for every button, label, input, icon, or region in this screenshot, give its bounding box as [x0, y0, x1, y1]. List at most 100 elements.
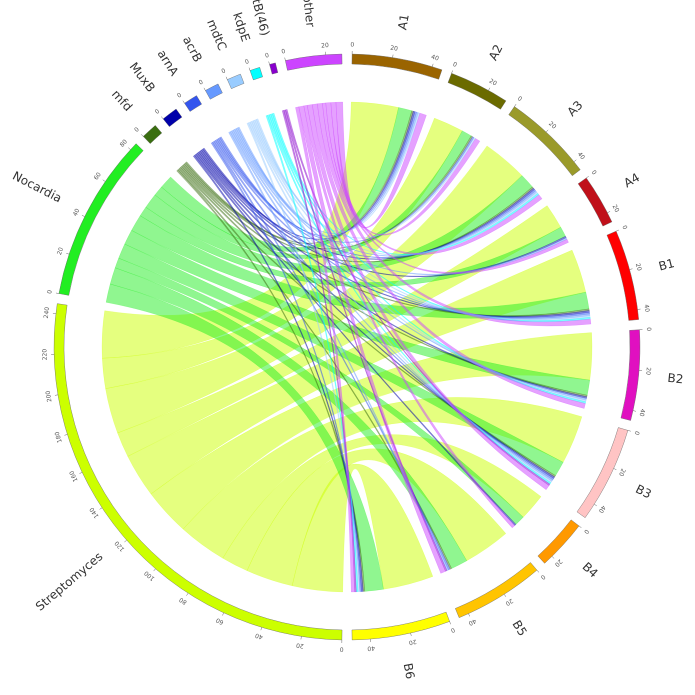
- sector-arc: [508, 106, 581, 177]
- tick-label: 140: [88, 506, 100, 520]
- tick-label: 20: [488, 78, 498, 88]
- tick-mark: [55, 292, 59, 294]
- tick-label: 240: [43, 306, 51, 318]
- tick-label: 0: [645, 327, 652, 331]
- sector-arc: [142, 125, 163, 144]
- sector-label: other: [300, 0, 318, 28]
- tick-mark: [225, 76, 228, 80]
- sector-label: B3: [633, 482, 653, 502]
- tick-label: 0: [590, 169, 598, 176]
- tick-mark: [607, 211, 611, 213]
- tick-label: 20: [504, 597, 514, 607]
- tick-label: 20: [644, 367, 652, 375]
- sector-label: B5: [509, 618, 529, 639]
- sector-arc: [269, 62, 279, 75]
- tick-mark: [613, 468, 617, 470]
- tick-label: 40: [367, 644, 375, 652]
- sector-label: A2: [486, 42, 506, 62]
- tick-label: 0: [450, 626, 456, 634]
- sector-arc: [58, 143, 144, 296]
- tick-mark: [102, 179, 106, 182]
- sector-arc: [606, 230, 639, 321]
- tick-mark: [586, 176, 589, 179]
- tick-label: 0: [582, 528, 590, 535]
- sector-label: A3: [564, 98, 585, 119]
- tick-label: 0: [539, 573, 547, 581]
- tick-mark: [161, 116, 164, 120]
- tick-mark: [514, 103, 517, 107]
- tick-mark: [64, 434, 68, 436]
- tick-label: 20: [553, 558, 563, 568]
- tick-label: 0: [46, 289, 54, 294]
- tick-label: 160: [68, 469, 79, 483]
- tick-mark: [248, 67, 251, 71]
- tick-mark: [182, 100, 185, 104]
- sector-arc: [53, 303, 343, 641]
- tick-mark: [573, 159, 577, 162]
- tick-label: 20: [390, 45, 399, 53]
- tick-label: 20: [611, 204, 621, 214]
- tick-label: 40: [638, 408, 647, 417]
- tick-label: 0: [176, 92, 183, 100]
- tick-label: 60: [215, 616, 225, 626]
- sector-arc: [576, 427, 629, 518]
- sector-arc: [537, 519, 580, 564]
- tick-label: 0: [350, 42, 354, 49]
- tick-label: 0: [244, 58, 250, 66]
- tick-label: 40: [467, 617, 477, 627]
- sector-label: B4: [580, 559, 601, 580]
- sector-arc: [249, 67, 263, 81]
- tick-label: 0: [620, 224, 628, 230]
- sector-arc: [447, 73, 507, 110]
- chord: [295, 106, 355, 593]
- sector-label: B1: [657, 256, 676, 273]
- tick-mark: [284, 57, 286, 61]
- tick-mark: [545, 129, 549, 133]
- tick-label: 0: [198, 79, 205, 87]
- tick-label: 0: [133, 126, 141, 134]
- sector-label: A4: [621, 170, 642, 190]
- tick-label: 40: [254, 631, 264, 640]
- tick-mark: [629, 268, 633, 270]
- tick-mark: [222, 612, 224, 616]
- tick-mark: [260, 627, 262, 631]
- tick-label: 20: [634, 263, 643, 272]
- tick-label: 220: [41, 349, 48, 361]
- tick-mark: [99, 507, 103, 510]
- tick-label: 100: [143, 569, 156, 582]
- tick-mark: [128, 147, 131, 150]
- tick-mark: [268, 61, 270, 65]
- tick-label: 20: [547, 120, 557, 130]
- sector-arc: [184, 95, 202, 112]
- tick-label: 0: [452, 61, 458, 69]
- tick-label: 20: [408, 638, 417, 647]
- sector-label: MuxB: [127, 60, 158, 95]
- ring: 0 2040A1020A202040A3020A402040B102040B202…: [10, 0, 684, 680]
- tick-mark: [488, 87, 491, 91]
- tick-mark: [81, 215, 85, 217]
- tick-mark: [632, 410, 636, 412]
- tick-mark: [594, 504, 597, 507]
- tick-label: 80: [119, 138, 129, 148]
- tick-mark: [468, 613, 470, 617]
- tick-mark: [432, 63, 434, 67]
- chord: [291, 463, 434, 593]
- tick-mark: [153, 568, 156, 572]
- sector-label: arnA: [155, 47, 182, 79]
- tick-label: 180: [54, 430, 64, 443]
- tick-mark: [449, 621, 451, 625]
- sector-arc: [285, 53, 343, 71]
- tick-mark: [578, 525, 582, 528]
- tick-label: 0: [154, 108, 162, 116]
- sector-arc: [577, 177, 613, 227]
- tick-mark: [616, 229, 619, 232]
- tick-label: 80: [178, 596, 188, 606]
- tick-mark: [66, 252, 70, 255]
- sector-label: A1: [395, 13, 412, 31]
- sector-arc: [620, 329, 641, 421]
- tick-label: 0: [340, 645, 344, 652]
- tick-label: 0: [281, 48, 286, 56]
- sector-label: B2: [667, 371, 684, 386]
- tick-label: 0: [220, 67, 227, 75]
- sector-arc: [227, 73, 245, 89]
